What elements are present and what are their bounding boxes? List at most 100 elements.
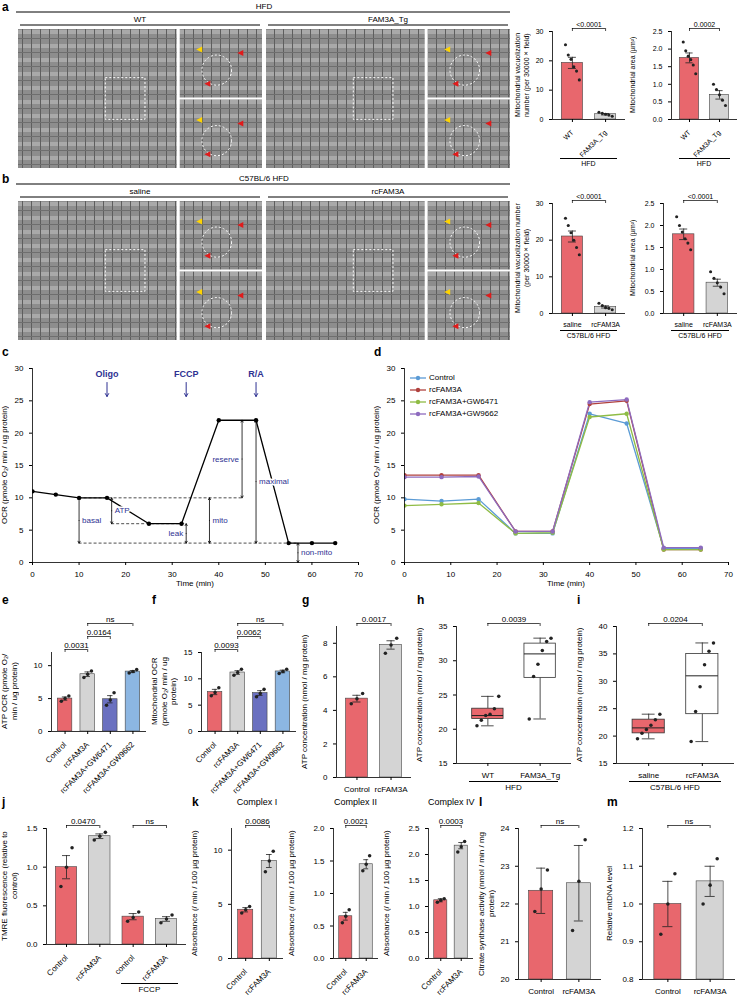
svg-text:ns: ns <box>146 817 154 826</box>
svg-text:1.2: 1.2 <box>622 824 634 833</box>
svg-text:10: 10 <box>15 493 24 502</box>
svg-text:ATP: ATP <box>115 506 130 515</box>
svg-text:5: 5 <box>188 701 193 710</box>
svg-text:0.5: 0.5 <box>313 922 325 931</box>
svg-text:24: 24 <box>501 824 510 833</box>
svg-text:1.5: 1.5 <box>26 824 38 833</box>
svg-text:0.0062: 0.0062 <box>237 628 262 637</box>
svg-text:30: 30 <box>539 570 548 579</box>
svg-text:<0.0001: <0.0001 <box>688 193 714 200</box>
svg-text:40: 40 <box>599 622 608 631</box>
svg-text:0: 0 <box>391 558 396 567</box>
svg-text:ATP: ATP <box>115 506 130 515</box>
svg-text:8: 8 <box>323 639 328 648</box>
svg-text:20: 20 <box>501 975 510 984</box>
svg-text:70: 70 <box>354 570 363 579</box>
svg-text:WT: WT <box>679 128 692 141</box>
svg-text:ns: ns <box>256 615 264 624</box>
svg-text:10: 10 <box>184 674 193 683</box>
svg-text:50: 50 <box>261 570 270 579</box>
svg-text:b: b <box>2 172 9 186</box>
svg-text:Control: Control <box>45 953 70 978</box>
svg-text:rcFAM3A: rcFAM3A <box>694 987 728 996</box>
svg-text:reserve: reserve <box>212 455 239 464</box>
svg-text:Control: Control <box>528 987 554 996</box>
svg-text:<0.0001: <0.0001 <box>576 21 602 28</box>
svg-text:2.5: 2.5 <box>653 28 663 35</box>
svg-text:0: 0 <box>188 727 193 736</box>
svg-text:WT: WT <box>482 771 495 780</box>
svg-text:0.0017: 0.0017 <box>362 615 387 624</box>
svg-text:25: 25 <box>15 396 24 405</box>
svg-text:1.0: 1.0 <box>653 81 663 88</box>
svg-text:20: 20 <box>121 570 130 579</box>
svg-text:0.0093: 0.0093 <box>214 641 239 650</box>
svg-text:15: 15 <box>439 759 448 768</box>
svg-text:10: 10 <box>34 661 43 670</box>
svg-text:0.0470: 0.0470 <box>71 817 96 826</box>
svg-text:0: 0 <box>323 773 328 782</box>
svg-text:50: 50 <box>631 570 640 579</box>
svg-text:leak: leak <box>168 529 184 538</box>
svg-text:basal: basal <box>82 516 101 525</box>
svg-text:60: 60 <box>678 570 687 579</box>
svg-text:10: 10 <box>536 273 544 280</box>
svg-text:rcFAM3A: rcFAM3A <box>435 967 465 997</box>
svg-text:non-mito: non-mito <box>301 548 333 557</box>
svg-text:21: 21 <box>501 937 510 946</box>
svg-text:20: 20 <box>493 570 502 579</box>
svg-text:0.0: 0.0 <box>313 954 325 963</box>
svg-text:control: control <box>113 953 137 977</box>
svg-text:25: 25 <box>387 396 396 405</box>
svg-text:rcFAM3A: rcFAM3A <box>686 771 720 780</box>
svg-text:5: 5 <box>19 526 24 535</box>
svg-text:leak: leak <box>168 529 184 538</box>
svg-text:HFD: HFD <box>256 2 273 11</box>
svg-text:1.5: 1.5 <box>645 244 655 251</box>
svg-text:FCCP: FCCP <box>174 369 199 379</box>
svg-text:0.0: 0.0 <box>408 954 420 963</box>
svg-text:1.0: 1.0 <box>622 900 634 909</box>
svg-text:rcFAM3A: rcFAM3A <box>140 953 170 983</box>
svg-text:R/A: R/A <box>248 369 264 379</box>
svg-text:0.0003: 0.0003 <box>439 817 464 826</box>
svg-text:mito: mito <box>212 516 228 525</box>
svg-text:25: 25 <box>439 691 448 700</box>
svg-text:0.9: 0.9 <box>622 937 634 946</box>
svg-text:30: 30 <box>168 570 177 579</box>
svg-text:2.5: 2.5 <box>408 824 420 833</box>
svg-text:30: 30 <box>599 677 608 686</box>
svg-text:0.5: 0.5 <box>26 901 38 910</box>
svg-text:30: 30 <box>387 364 396 373</box>
svg-text:0.0086: 0.0086 <box>245 817 270 826</box>
svg-text:0.5: 0.5 <box>408 928 420 937</box>
svg-text:70: 70 <box>724 570 733 579</box>
svg-text:a: a <box>2 0 9 14</box>
svg-text:FAM3A_Tg: FAM3A_Tg <box>520 771 560 780</box>
svg-text:0.0021: 0.0021 <box>344 817 369 826</box>
svg-text:2.5: 2.5 <box>645 200 655 207</box>
svg-text:20: 20 <box>599 732 608 741</box>
svg-text:20: 20 <box>536 236 544 243</box>
svg-text:FAM3A_Tg: FAM3A_Tg <box>578 129 608 159</box>
svg-text:0.5: 0.5 <box>653 98 663 105</box>
svg-text:25: 25 <box>599 704 608 713</box>
svg-text:20: 20 <box>536 57 544 64</box>
svg-text:mito: mito <box>212 516 228 525</box>
svg-text:5: 5 <box>38 694 43 703</box>
svg-text:1.5: 1.5 <box>313 857 325 866</box>
svg-text:1.5: 1.5 <box>653 63 663 70</box>
svg-text:<0.0001: <0.0001 <box>576 193 602 200</box>
svg-text:1.0: 1.0 <box>26 863 38 872</box>
svg-text:rcFAM3A: rcFAM3A <box>703 321 732 328</box>
svg-text:basal: basal <box>82 516 101 525</box>
svg-text:0.0039: 0.0039 <box>502 615 527 624</box>
svg-text:6: 6 <box>323 672 328 681</box>
svg-text:2: 2 <box>323 740 328 749</box>
svg-text:0.5: 0.5 <box>645 288 655 295</box>
svg-text:15: 15 <box>599 759 608 768</box>
svg-text:0.0204: 0.0204 <box>663 615 688 624</box>
svg-text:35: 35 <box>599 649 608 658</box>
svg-text:FAM3A_Tg: FAM3A_Tg <box>368 15 408 24</box>
svg-text:rcFAM3A: rcFAM3A <box>591 321 620 328</box>
